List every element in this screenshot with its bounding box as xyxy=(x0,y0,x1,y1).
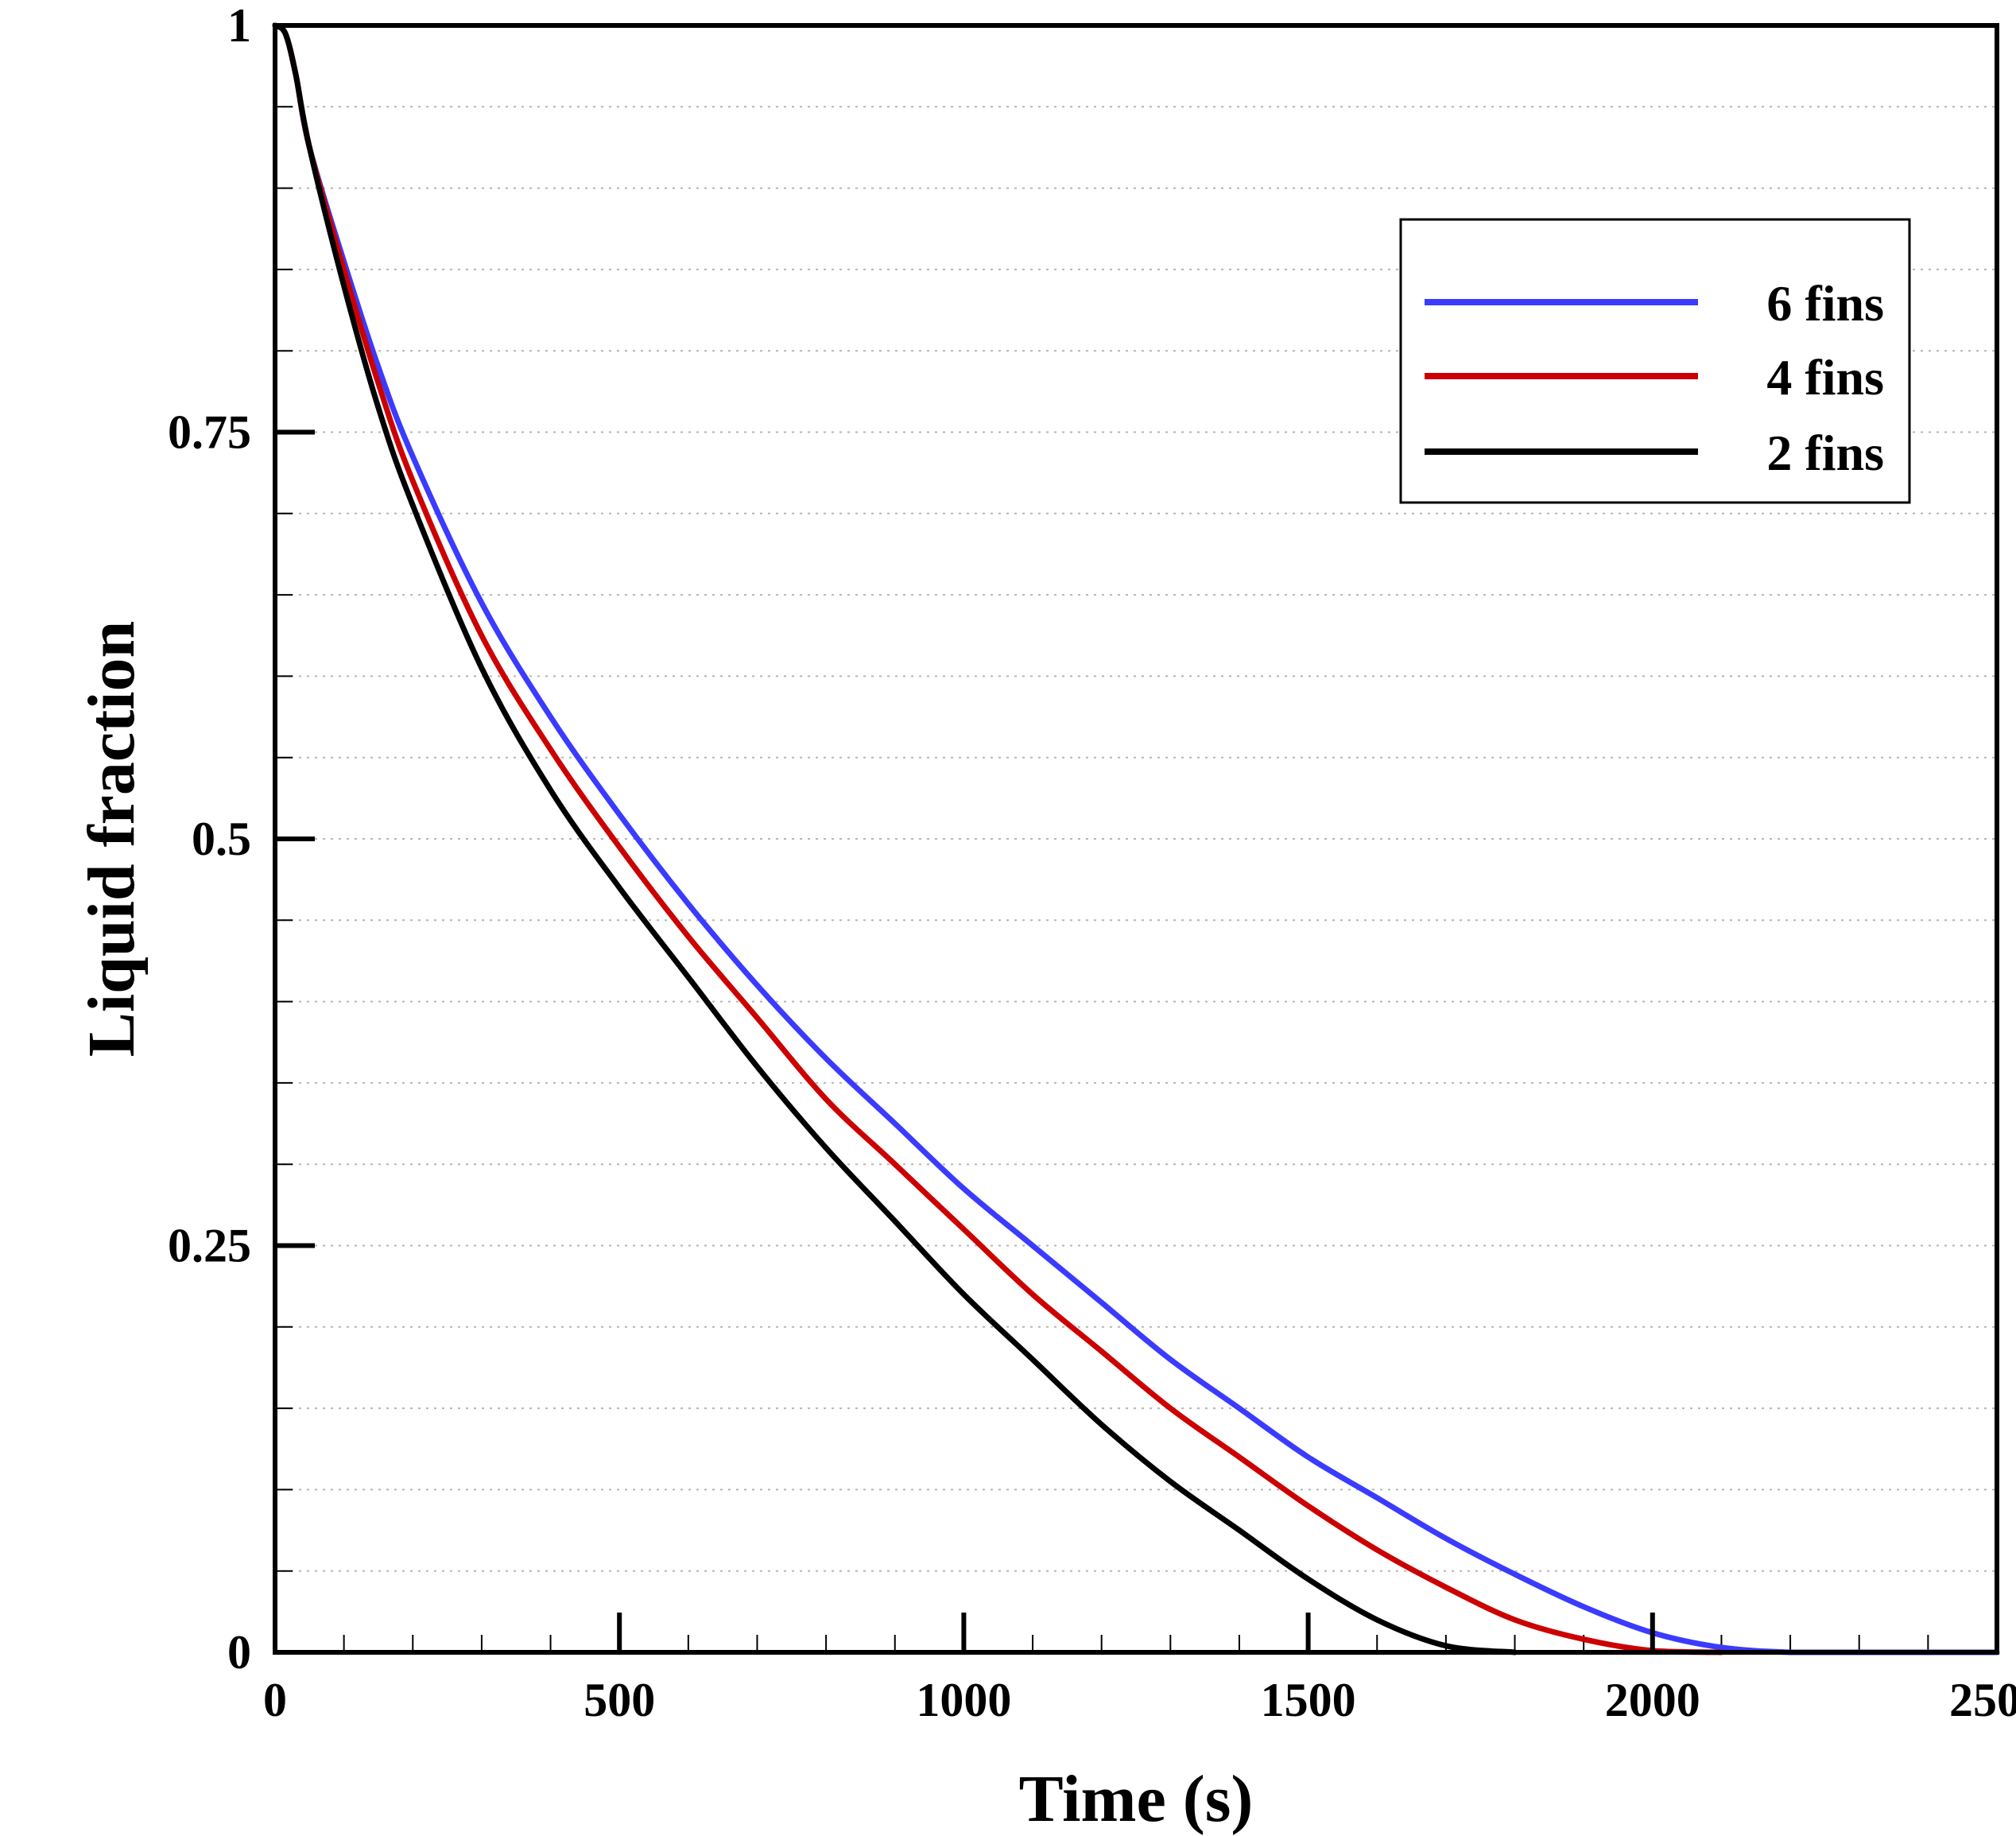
series-line-2-fins xyxy=(272,22,1518,1656)
x-tick-label: 2000 xyxy=(1605,1674,1700,1726)
x-tick-label: 500 xyxy=(583,1674,655,1726)
x-tick-label: 1000 xyxy=(916,1674,1011,1726)
grid-lines xyxy=(275,106,1997,1572)
series-line-6-fins xyxy=(272,22,2000,1656)
x-axis-title: Time (s) xyxy=(1019,1762,1254,1836)
legend-label-2-fins: 2 fins xyxy=(1766,425,1884,481)
x-tick-label: 1500 xyxy=(1261,1674,1356,1726)
y-tick-label: 0 xyxy=(227,1626,251,1679)
legend-box xyxy=(1399,218,1911,504)
legend: 6 fins 4 fins 2 fins xyxy=(1399,218,1911,504)
y-axis-title: Liquid fraction xyxy=(75,621,149,1057)
legend-label-4-fins: 4 fins xyxy=(1766,349,1884,406)
series-lines xyxy=(272,22,2000,1656)
legend-label-6-fins: 6 fins xyxy=(1766,275,1884,332)
y-tick-label: 0.5 xyxy=(192,813,251,865)
minor-ticks xyxy=(275,106,1929,1652)
major-ticks xyxy=(275,429,1655,1652)
x-tick-label: 0 xyxy=(263,1674,287,1726)
y-tick-label: 1 xyxy=(227,0,251,52)
series-line-4-fins xyxy=(272,22,1724,1656)
y-tick-label: 0.25 xyxy=(168,1220,251,1272)
y-tick-label: 0.75 xyxy=(168,406,251,459)
